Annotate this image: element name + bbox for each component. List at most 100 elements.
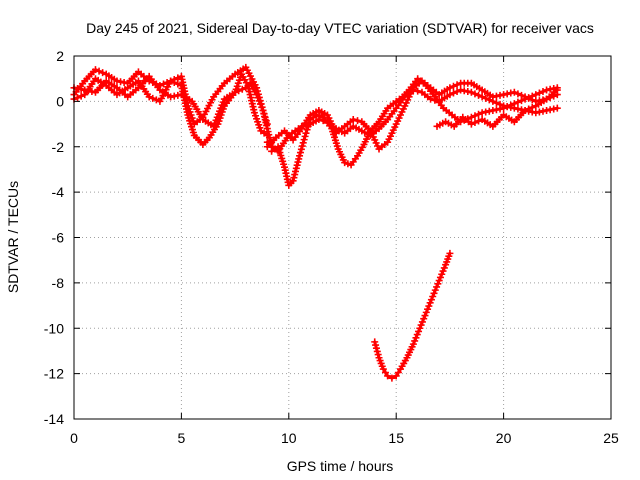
data-point-marker (411, 337, 419, 345)
data-point-marker (427, 95, 435, 103)
data-point-marker (429, 292, 437, 300)
data-point-marker (521, 93, 529, 101)
data-point-marker (446, 91, 454, 99)
data-point-marker (95, 67, 103, 75)
data-point-marker (431, 286, 439, 294)
data-point-marker (302, 129, 310, 137)
data-point-marker (528, 103, 536, 111)
x-tick-label: 20 (496, 430, 512, 446)
data-point-marker (344, 160, 352, 168)
series-pass-8 (371, 249, 454, 382)
data-point-marker (372, 341, 380, 349)
data-point-marker (471, 90, 479, 98)
series-pass-6 (263, 77, 561, 153)
data-point-marker (525, 94, 533, 102)
y-axis-label: SDTVAR / TECUs (5, 181, 21, 293)
data-point-marker (253, 84, 261, 92)
data-point-marker (535, 89, 543, 97)
data-point-marker (174, 74, 182, 82)
y-tick-label: 0 (56, 93, 64, 109)
data-point-marker (425, 302, 433, 310)
data-point-marker (453, 81, 461, 89)
y-tick-label: -12 (44, 366, 64, 382)
y-tick-label: -14 (44, 411, 64, 427)
data-point-marker (235, 87, 243, 95)
x-tick-label: 10 (281, 430, 297, 446)
data-point-marker (467, 88, 475, 96)
series-pass-3 (70, 63, 276, 151)
data-point-marker (254, 87, 262, 95)
data-point-marker (300, 136, 308, 144)
data-point-marker (446, 249, 454, 257)
data-point-marker (372, 344, 380, 352)
data-point-marker (301, 132, 309, 140)
data-point-marker (525, 105, 533, 113)
data-point-marker (521, 106, 529, 114)
data-point-marker (439, 267, 447, 275)
data-point-marker (255, 93, 263, 101)
data-point-marker (174, 80, 182, 88)
data-point-marker (430, 289, 438, 297)
x-tick-label: 5 (178, 430, 186, 446)
data-point-marker (427, 296, 435, 304)
data-point-marker (256, 97, 264, 105)
x-tick-label: 15 (388, 430, 404, 446)
data-point-marker (384, 372, 392, 380)
data-point-marker (496, 100, 504, 108)
data-point-marker (409, 340, 417, 348)
data-point-marker (152, 96, 160, 104)
data-point-marker (433, 283, 441, 291)
data-point-marker (475, 117, 483, 125)
y-tick-label: -4 (52, 184, 65, 200)
x-tick-label: 25 (603, 430, 619, 446)
y-tick-label: -6 (52, 230, 65, 246)
data-point-marker (492, 99, 500, 107)
data-point-marker (449, 82, 457, 90)
x-axis-label: GPS time / hours (287, 458, 394, 474)
data-point-marker (434, 280, 442, 288)
data-point-marker (74, 94, 82, 102)
data-point-marker (371, 338, 379, 346)
data-point-marker (514, 90, 522, 98)
data-point-marker (299, 139, 307, 147)
data-point-marker (446, 84, 454, 92)
data-point-marker (99, 69, 107, 77)
data-point-marker (440, 264, 448, 272)
x-tick-label: 0 (70, 430, 78, 446)
data-point-marker (471, 119, 479, 127)
data-point-marker (421, 312, 429, 320)
y-tick-label: 2 (56, 48, 64, 64)
data-point-marker (471, 112, 479, 120)
data-point-marker (167, 77, 175, 85)
data-point-marker (418, 318, 426, 326)
data-point-marker (435, 277, 443, 285)
data-point-marker (553, 86, 561, 94)
data-point-marker (431, 96, 439, 104)
data-point-marker (518, 91, 525, 99)
data-point-marker (374, 351, 382, 359)
data-point-marker (354, 117, 362, 125)
data-point-marker (258, 103, 266, 111)
data-point-marker (539, 88, 547, 96)
ticks: 0 5 10 15 20 25 -14 -12 -10 -8 -6 -4 -2 0 2 (44, 48, 619, 446)
data-point-marker (373, 347, 381, 355)
data-point-marker (296, 152, 304, 160)
series-layer (70, 63, 561, 382)
data-point-marker (297, 145, 305, 153)
data-point-marker (420, 315, 428, 323)
y-tick-label: -10 (44, 320, 64, 336)
data-point-marker (231, 88, 239, 96)
data-point-marker (298, 142, 306, 150)
data-point-marker (388, 374, 396, 382)
data-point-marker (303, 126, 311, 134)
data-point-marker (296, 149, 304, 157)
data-point-marker (77, 92, 85, 100)
data-point-marker (412, 334, 420, 342)
data-point-marker (257, 100, 265, 108)
data-point-marker (514, 98, 522, 106)
data-point-marker (475, 110, 483, 118)
data-point-marker (453, 88, 461, 96)
data-point-marker (449, 89, 457, 97)
data-point-marker (238, 85, 246, 93)
